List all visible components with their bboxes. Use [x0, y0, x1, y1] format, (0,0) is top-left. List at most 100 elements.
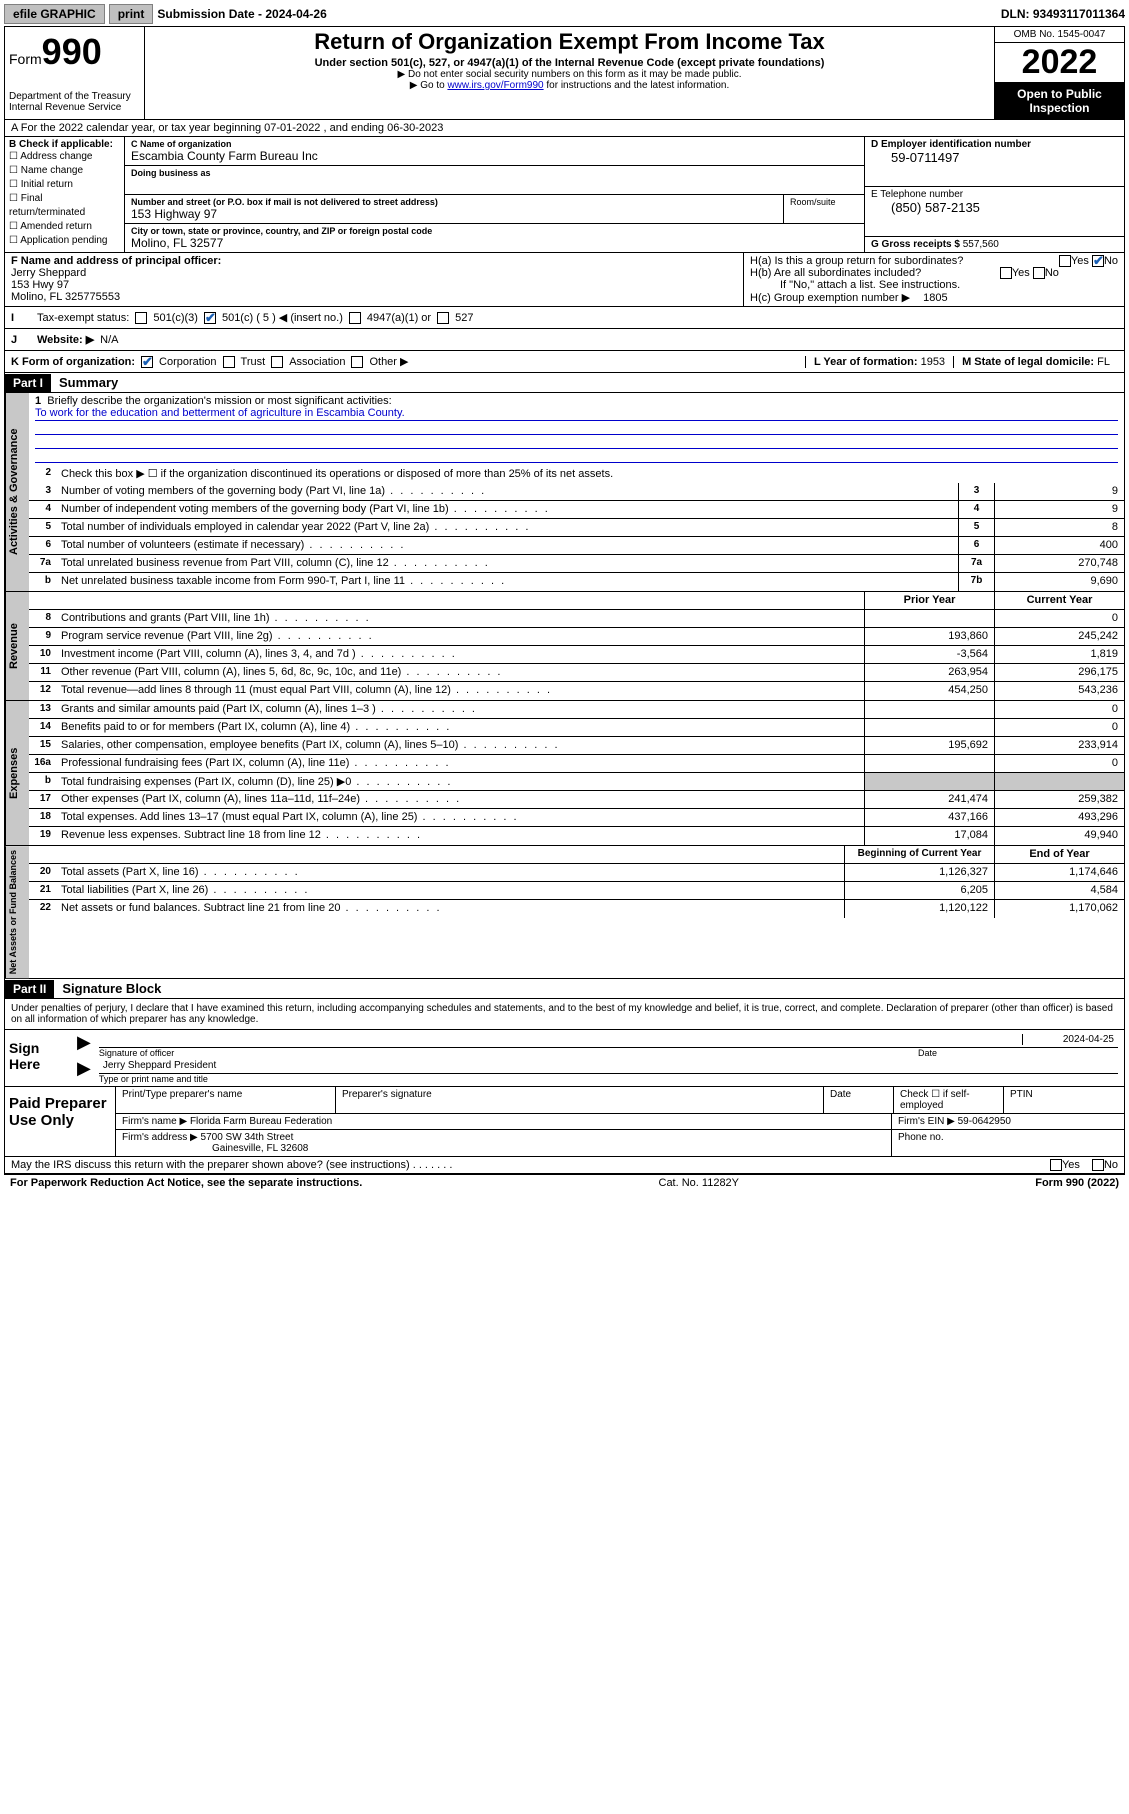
col-b-checkboxes: B Check if applicable: ☐ Address change …: [5, 137, 125, 252]
prep-header-row: Print/Type preparer's name Preparer's si…: [116, 1087, 1124, 1114]
cb-trust[interactable]: [223, 356, 235, 368]
line-16a: 16a Professional fundraising fees (Part …: [29, 755, 1124, 773]
cb-address-change[interactable]: ☐ Address change: [9, 150, 120, 164]
cb-name-change[interactable]: ☐ Name change: [9, 164, 120, 178]
cb-amended-return[interactable]: ☐ Amended return: [9, 220, 120, 234]
sig-date-label: Date: [918, 1048, 1118, 1058]
net-header-row: Beginning of Current Year End of Year: [29, 846, 1124, 864]
cb-527[interactable]: [437, 312, 449, 324]
cb-association[interactable]: [271, 356, 283, 368]
tab-governance: Activities & Governance: [5, 393, 29, 591]
cb-application-pending[interactable]: ☐ Application pending: [9, 234, 120, 248]
org-name-label: C Name of organization: [131, 139, 858, 149]
line-11: 11 Other revenue (Part VIII, column (A),…: [29, 664, 1124, 682]
prep-sig-hdr: Preparer's signature: [336, 1087, 824, 1113]
gov-line-4: 4 Number of independent voting members o…: [29, 501, 1124, 519]
line-20: 20 Total assets (Part X, line 16) 1,126,…: [29, 864, 1124, 882]
cell-dba: Doing business as: [125, 166, 864, 195]
line-21: 21 Total liabilities (Part X, line 26) 6…: [29, 882, 1124, 900]
tax-year: 2022: [995, 43, 1124, 83]
line-17: 17 Other expenses (Part IX, column (A), …: [29, 791, 1124, 809]
open-to-public: Open to Public Inspection: [995, 83, 1124, 119]
gov-line-7a: 7a Total unrelated business revenue from…: [29, 555, 1124, 573]
tab-revenue: Revenue: [5, 592, 29, 700]
paid-preparer-row: Paid Preparer Use Only Print/Type prepar…: [5, 1087, 1124, 1157]
efile-graphic-button[interactable]: efile GRAPHIC: [4, 4, 105, 24]
section-expenses: Expenses 13 Grants and similar amounts p…: [5, 701, 1124, 846]
cb-initial-return[interactable]: ☐ Initial return: [9, 178, 120, 192]
section-h: H(a) Is this a group return for subordin…: [744, 253, 1124, 306]
phone-value: (850) 587-2135: [871, 200, 1118, 215]
line-2: 2Check this box ▶ ☐ if the organization …: [29, 465, 1124, 483]
cb-final-return[interactable]: ☐ Final return/terminated: [9, 192, 120, 220]
row-a-tax-year: A For the 2022 calendar year, or tax yea…: [5, 120, 1124, 137]
discuss-row: May the IRS discuss this return with the…: [5, 1157, 1124, 1173]
ein-label: D Employer identification number: [871, 139, 1118, 150]
firm-addr2: Gainesville, FL 32608: [122, 1143, 885, 1154]
ha-yes-checkbox[interactable]: [1059, 255, 1071, 267]
header-left: Form990 Department of the Treasury Inter…: [5, 27, 145, 119]
print-button[interactable]: print: [109, 4, 154, 24]
hb-yes-checkbox[interactable]: [1000, 267, 1012, 279]
col-prior-year: Prior Year: [864, 592, 994, 609]
tax-exempt-label: Tax-exempt status:: [37, 312, 129, 324]
part1-badge: Part I: [5, 374, 51, 392]
prep-selfemp-hdr: Check ☐ if self-employed: [894, 1087, 1004, 1113]
paid-preparer-label: Paid Preparer Use Only: [5, 1087, 115, 1156]
cb-corporation[interactable]: [141, 356, 153, 368]
omb-number: OMB No. 1545-0047: [995, 27, 1124, 43]
prep-firm-name-row: Firm's name ▶ Florida Farm Bureau Federa…: [116, 1114, 1124, 1130]
form-frame: Form990 Department of the Treasury Inter…: [4, 26, 1125, 1174]
gov-line-5: 5 Total number of individuals employed i…: [29, 519, 1124, 537]
ha-no-checkbox[interactable]: [1092, 255, 1104, 267]
irs-link[interactable]: www.irs.gov/Form990: [447, 80, 543, 91]
part2-title: Signature Block: [54, 979, 169, 998]
firm-addr-label: Firm's address ▶: [122, 1132, 198, 1143]
line-9: 9 Program service revenue (Part VIII, li…: [29, 628, 1124, 646]
section-net-assets: Net Assets or Fund Balances Beginning of…: [5, 846, 1124, 979]
part2-badge: Part II: [5, 980, 54, 998]
discuss-yes-checkbox[interactable]: [1050, 1159, 1062, 1171]
col-b-title: B Check if applicable:: [9, 139, 120, 150]
discuss-no-checkbox[interactable]: [1092, 1159, 1104, 1171]
mission-text: To work for the education and betterment…: [35, 407, 1118, 421]
cb-501c3[interactable]: [135, 312, 147, 324]
dept-treasury: Department of the Treasury Internal Reve…: [9, 91, 140, 113]
sig-arrow-1-icon: ▶: [77, 1032, 95, 1058]
line-22: 22 Net assets or fund balances. Subtract…: [29, 900, 1124, 918]
hc-label: H(c) Group exemption number ▶: [750, 292, 910, 304]
h-c: H(c) Group exemption number ▶ 1805: [750, 291, 1118, 304]
city-label: City or town, state or province, country…: [131, 226, 858, 236]
footer-left: For Paperwork Reduction Act Notice, see …: [10, 1177, 362, 1189]
cell-org-name: C Name of organization Escambia County F…: [125, 137, 864, 166]
row-f-h: F Name and address of principal officer:…: [5, 253, 1124, 307]
cb-other[interactable]: [351, 356, 363, 368]
officer-addr1: 153 Hwy 97: [11, 279, 737, 291]
sig-arrow-2-icon: ▶: [77, 1058, 95, 1084]
hb-no-checkbox[interactable]: [1033, 267, 1045, 279]
row-i-tax-exempt: I Tax-exempt status: 501(c)(3) 501(c) ( …: [5, 307, 1124, 329]
top-toolbar: efile GRAPHIC print Submission Date - 20…: [4, 4, 1125, 24]
firm-ein-label: Firm's EIN ▶: [898, 1116, 955, 1127]
line2-desc: Check this box ▶ ☐ if the organization d…: [57, 465, 1124, 483]
goto-prefix: ▶ Go to: [410, 80, 448, 91]
part1-title: Summary: [51, 373, 126, 392]
line-15: 15 Salaries, other compensation, employe…: [29, 737, 1124, 755]
header-mid: Return of Organization Exempt From Incom…: [145, 27, 994, 119]
cb-501c[interactable]: [204, 312, 216, 324]
row-k-form-org: K Form of organization: Corporation Trus…: [5, 351, 1124, 373]
dln-label: DLN: 93493117011364: [1001, 7, 1125, 21]
submission-date-label: Submission Date - 2024-04-26: [157, 7, 326, 21]
goto-suffix: for instructions and the latest informat…: [544, 80, 730, 91]
form-990-number: 990: [42, 31, 102, 72]
sig-officer-line: 2024-04-25: [99, 1032, 1118, 1048]
gross-receipts-value: 557,560: [963, 239, 999, 250]
hc-value: 1805: [913, 292, 947, 304]
sig-date-value: 2024-04-25: [1022, 1034, 1114, 1045]
signature-declaration: Under penalties of perjury, I declare th…: [5, 999, 1124, 1029]
line-1-mission: 1 Briefly describe the organization's mi…: [29, 393, 1124, 465]
part1-header-row: Part I Summary: [5, 373, 1124, 393]
line-14: 14 Benefits paid to or for members (Part…: [29, 719, 1124, 737]
dba-label: Doing business as: [131, 168, 858, 178]
cb-4947a1[interactable]: [349, 312, 361, 324]
